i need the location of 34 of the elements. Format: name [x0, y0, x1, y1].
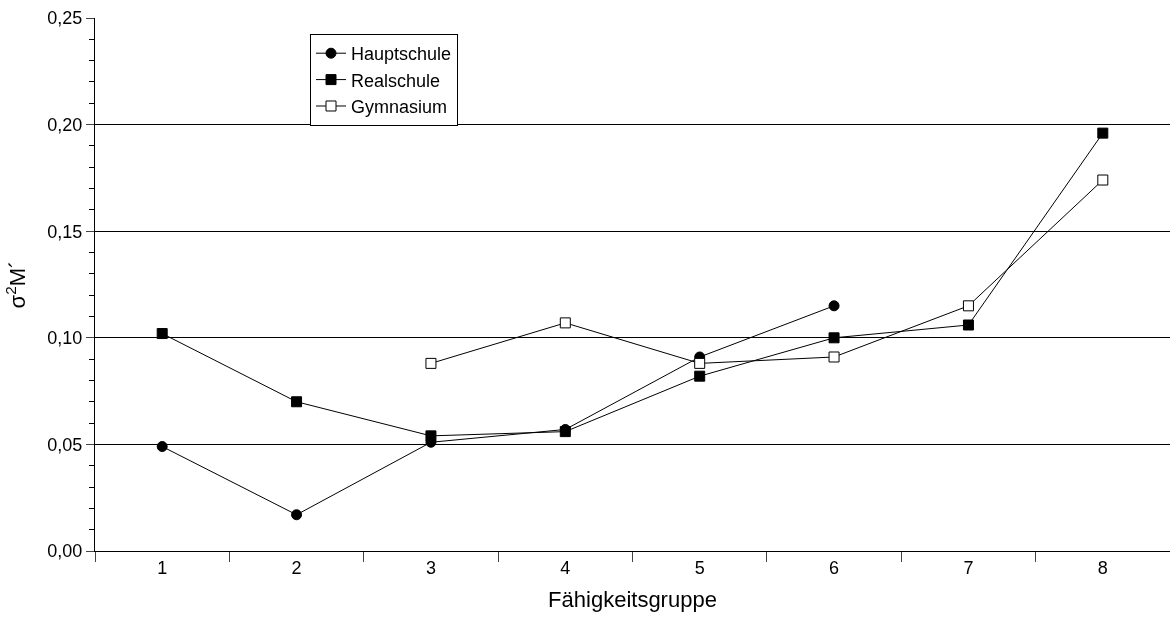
x-tick-label: 2 — [291, 557, 302, 578]
legend-label: Hauptschule — [351, 44, 452, 65]
point — [1097, 174, 1109, 186]
point — [694, 370, 706, 382]
point — [559, 317, 571, 329]
y-tick-label: 0,10 — [47, 328, 83, 349]
y-tick-label: 0,15 — [47, 221, 83, 242]
point — [156, 328, 168, 340]
point — [1097, 127, 1109, 139]
x-axis-title: Fähigkeitsgruppe — [548, 587, 717, 613]
legend-label: Realschule — [351, 70, 441, 91]
x-tick-label: 5 — [694, 557, 705, 578]
point — [291, 396, 303, 408]
point — [828, 332, 840, 344]
point — [828, 351, 840, 363]
point — [694, 357, 706, 369]
x-tick-label: 8 — [1097, 557, 1108, 578]
point — [156, 441, 168, 453]
point — [425, 357, 437, 369]
point — [962, 300, 974, 312]
point — [962, 319, 974, 331]
x-tick-label: 7 — [963, 557, 974, 578]
y-tick-label: 0,20 — [47, 114, 83, 135]
y-tick-label: 0,05 — [47, 434, 83, 455]
point — [425, 430, 437, 442]
point — [828, 300, 840, 312]
x-tick-label: 1 — [157, 557, 168, 578]
point — [291, 509, 303, 521]
y-tick-label: 0,25 — [47, 8, 83, 29]
x-tick-label: 3 — [425, 557, 436, 578]
x-tick-label: 6 — [829, 557, 840, 578]
x-tick-label: 4 — [560, 557, 571, 578]
y-tick-label: 0,00 — [47, 541, 83, 562]
legend-label: Gymnasium — [351, 97, 448, 118]
